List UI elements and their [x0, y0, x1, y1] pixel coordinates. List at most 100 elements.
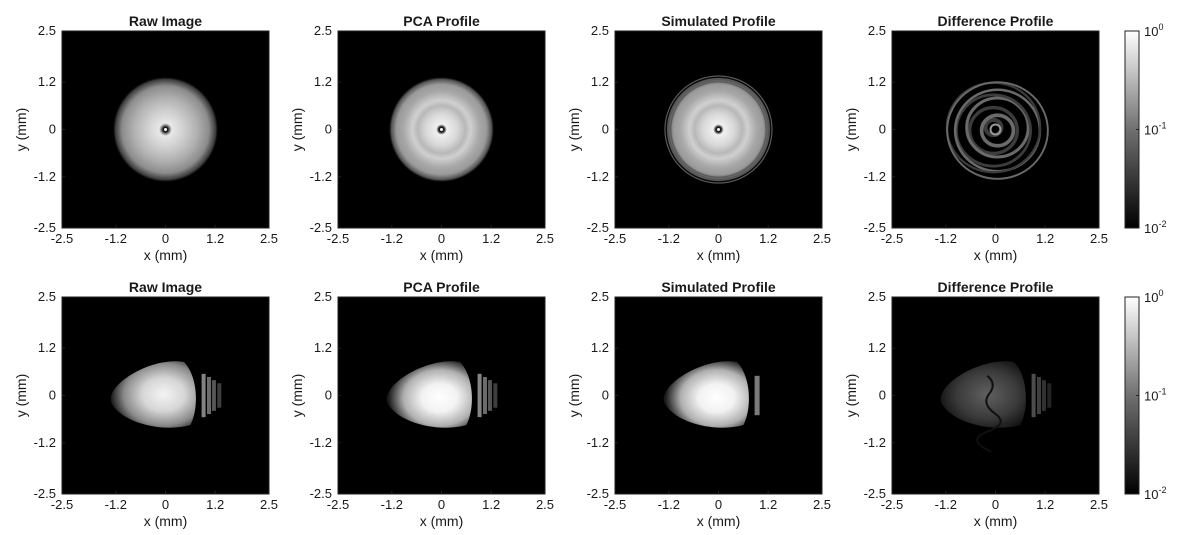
- diff-ring: [955, 93, 1032, 168]
- diff-ring: [979, 113, 1016, 148]
- x-tick-label: 2.5: [536, 231, 554, 246]
- y-axis-label: y (mm): [566, 374, 582, 418]
- y-tick-label: -1.2: [34, 169, 56, 184]
- x-tick-label: 2.5: [1090, 497, 1108, 512]
- y-tick-label: 1.2: [314, 74, 332, 89]
- x-tick-label: 1.2: [1036, 231, 1054, 246]
- x-tick-label: -1.2: [105, 231, 127, 246]
- y-tick-label: -2.5: [34, 220, 56, 235]
- y-tick-label: -1.2: [587, 169, 609, 184]
- x-tick-label: -1.2: [658, 497, 680, 512]
- x-tick-label: -2.5: [51, 231, 73, 246]
- x-tick-label: 1.2: [759, 231, 777, 246]
- x-axis-label: x (mm): [697, 513, 741, 529]
- x-tick-label: 1.2: [206, 497, 224, 512]
- diff-core: [989, 123, 1002, 136]
- beam-body: [110, 361, 196, 428]
- x-tick-label: -2.5: [881, 231, 903, 246]
- y-tick-label: 0: [49, 388, 56, 403]
- panel-diff-row2: Difference Profile -2.5 -1.2 0 1.2 2.5 2.5 1.2 0…: [843, 279, 1108, 529]
- panel-diff-row1: Difference Profile -2.5 -1.2 0 1.2 2.5 2.5 1.2 0…: [843, 13, 1108, 263]
- panel-pca-row1: PCA Profile -2.5 -1.2 0 1.2 2.5 2.5 1.2 0 -1.2 -2.…: [289, 13, 554, 263]
- x-tick-label: 1.2: [482, 231, 500, 246]
- x-tick-label: -2.5: [881, 497, 903, 512]
- fringe: [211, 380, 216, 411]
- y-tick-label: 2.5: [591, 23, 609, 38]
- y-tick-label: -2.5: [310, 220, 332, 235]
- fringe: [1047, 383, 1052, 408]
- fringe: [201, 373, 206, 418]
- y-tick-label: -1.2: [310, 169, 332, 184]
- diff-ring: [965, 96, 1030, 159]
- panel-raw-row1: Raw Image -2.5 -1.2 0 1.2 2.5 2.5 1.2 0 -1.2 -2.5 x…: [13, 13, 278, 263]
- x-axis-label: x (mm): [144, 247, 188, 263]
- panel-title: PCA Profile: [403, 13, 480, 29]
- y-axis-label: y (mm): [843, 374, 859, 418]
- beam-body: [940, 361, 1026, 428]
- y-axis-label: y (mm): [13, 374, 29, 418]
- x-axis-label: x (mm): [974, 247, 1018, 263]
- center-spot: [164, 128, 167, 131]
- colorbar-tick-label: 10-1: [1144, 121, 1166, 138]
- x-tick-label: -2.5: [604, 497, 626, 512]
- y-tick-label: 1.2: [38, 74, 56, 89]
- y-tick-label: -1.2: [310, 435, 332, 450]
- fringe: [487, 380, 492, 411]
- beam-profile: [945, 81, 1049, 180]
- x-tick-label: 2.5: [536, 497, 554, 512]
- panel-pca-row2: PCA Profile -2.5 -1.2 0 1.2 2.5 2.5 1.2 0 -1.2 -2.…: [289, 279, 554, 529]
- panel-title: Raw Image: [129, 279, 202, 295]
- colorbar-tick-label: 10-2: [1144, 219, 1166, 236]
- colorbar-tick-label: 10-2: [1144, 485, 1166, 502]
- fringe: [482, 376, 487, 415]
- x-tick-label: 0: [438, 231, 445, 246]
- y-tick-label: 2.5: [868, 289, 886, 304]
- center-spot: [440, 128, 443, 131]
- diff-ring: [946, 81, 1049, 180]
- beam-profile: [940, 361, 1052, 453]
- x-tick-label: 0: [162, 497, 169, 512]
- panel-title: Simulated Profile: [661, 13, 776, 29]
- panel-raw-row2: Raw Image -2.5 -1.2 0 1.2 2.5 2.5 1.2 0 -1.2 -2.5 x…: [13, 279, 278, 529]
- y-tick-label: 0: [325, 122, 332, 137]
- fringe: [1041, 380, 1046, 411]
- x-tick-label: 2.5: [1090, 231, 1108, 246]
- y-tick-label: -1.2: [864, 169, 886, 184]
- center-spot: [717, 128, 720, 131]
- y-tick-label: 2.5: [591, 289, 609, 304]
- fringe: [217, 383, 222, 408]
- y-tick-label: 1.2: [868, 74, 886, 89]
- y-tick-label: 0: [325, 388, 332, 403]
- x-tick-label: -1.2: [935, 497, 957, 512]
- colorbar-tick-label: 100: [1144, 288, 1163, 305]
- panel-title: Difference Profile: [938, 13, 1054, 29]
- y-tick-label: -2.5: [34, 486, 56, 501]
- y-tick-label: 2.5: [868, 23, 886, 38]
- y-tick-label: -1.2: [587, 435, 609, 450]
- y-tick-label: 0: [49, 122, 56, 137]
- y-axis-label: y (mm): [566, 108, 582, 152]
- y-tick-label: -2.5: [587, 220, 609, 235]
- beam-body: [663, 361, 749, 428]
- fringe: [206, 376, 211, 415]
- colorbar-tick-label: 10-1: [1144, 387, 1166, 404]
- fringe: [477, 373, 482, 418]
- y-tick-label: 1.2: [591, 74, 609, 89]
- panel-sim-row1: Simulated Profile -2.5 -1.2 0 1.2 2.5 2.5 1.2 0 -…: [566, 13, 831, 263]
- colorbar-row2: 100 10-1 10-2: [1124, 288, 1166, 502]
- y-tick-label: 0: [602, 122, 609, 137]
- x-tick-label: -1.2: [658, 231, 680, 246]
- fringe: [754, 375, 760, 416]
- diff-contour: [976, 375, 1002, 453]
- x-tick-label: 0: [438, 497, 445, 512]
- x-tick-label: -1.2: [381, 231, 403, 246]
- x-axis-label: x (mm): [420, 247, 464, 263]
- y-axis-label: y (mm): [13, 108, 29, 152]
- panel-grid: Raw Image -2.5 -1.2 0 1.2 2.5 2.5 1.2 0 -1.2 -2.5 x…: [13, 13, 1108, 529]
- x-tick-label: 1.2: [759, 497, 777, 512]
- y-tick-label: 1.2: [591, 340, 609, 355]
- x-tick-label: 0: [992, 231, 999, 246]
- y-tick-label: -2.5: [864, 220, 886, 235]
- fringe: [493, 383, 498, 408]
- x-tick-label: -1.2: [105, 497, 127, 512]
